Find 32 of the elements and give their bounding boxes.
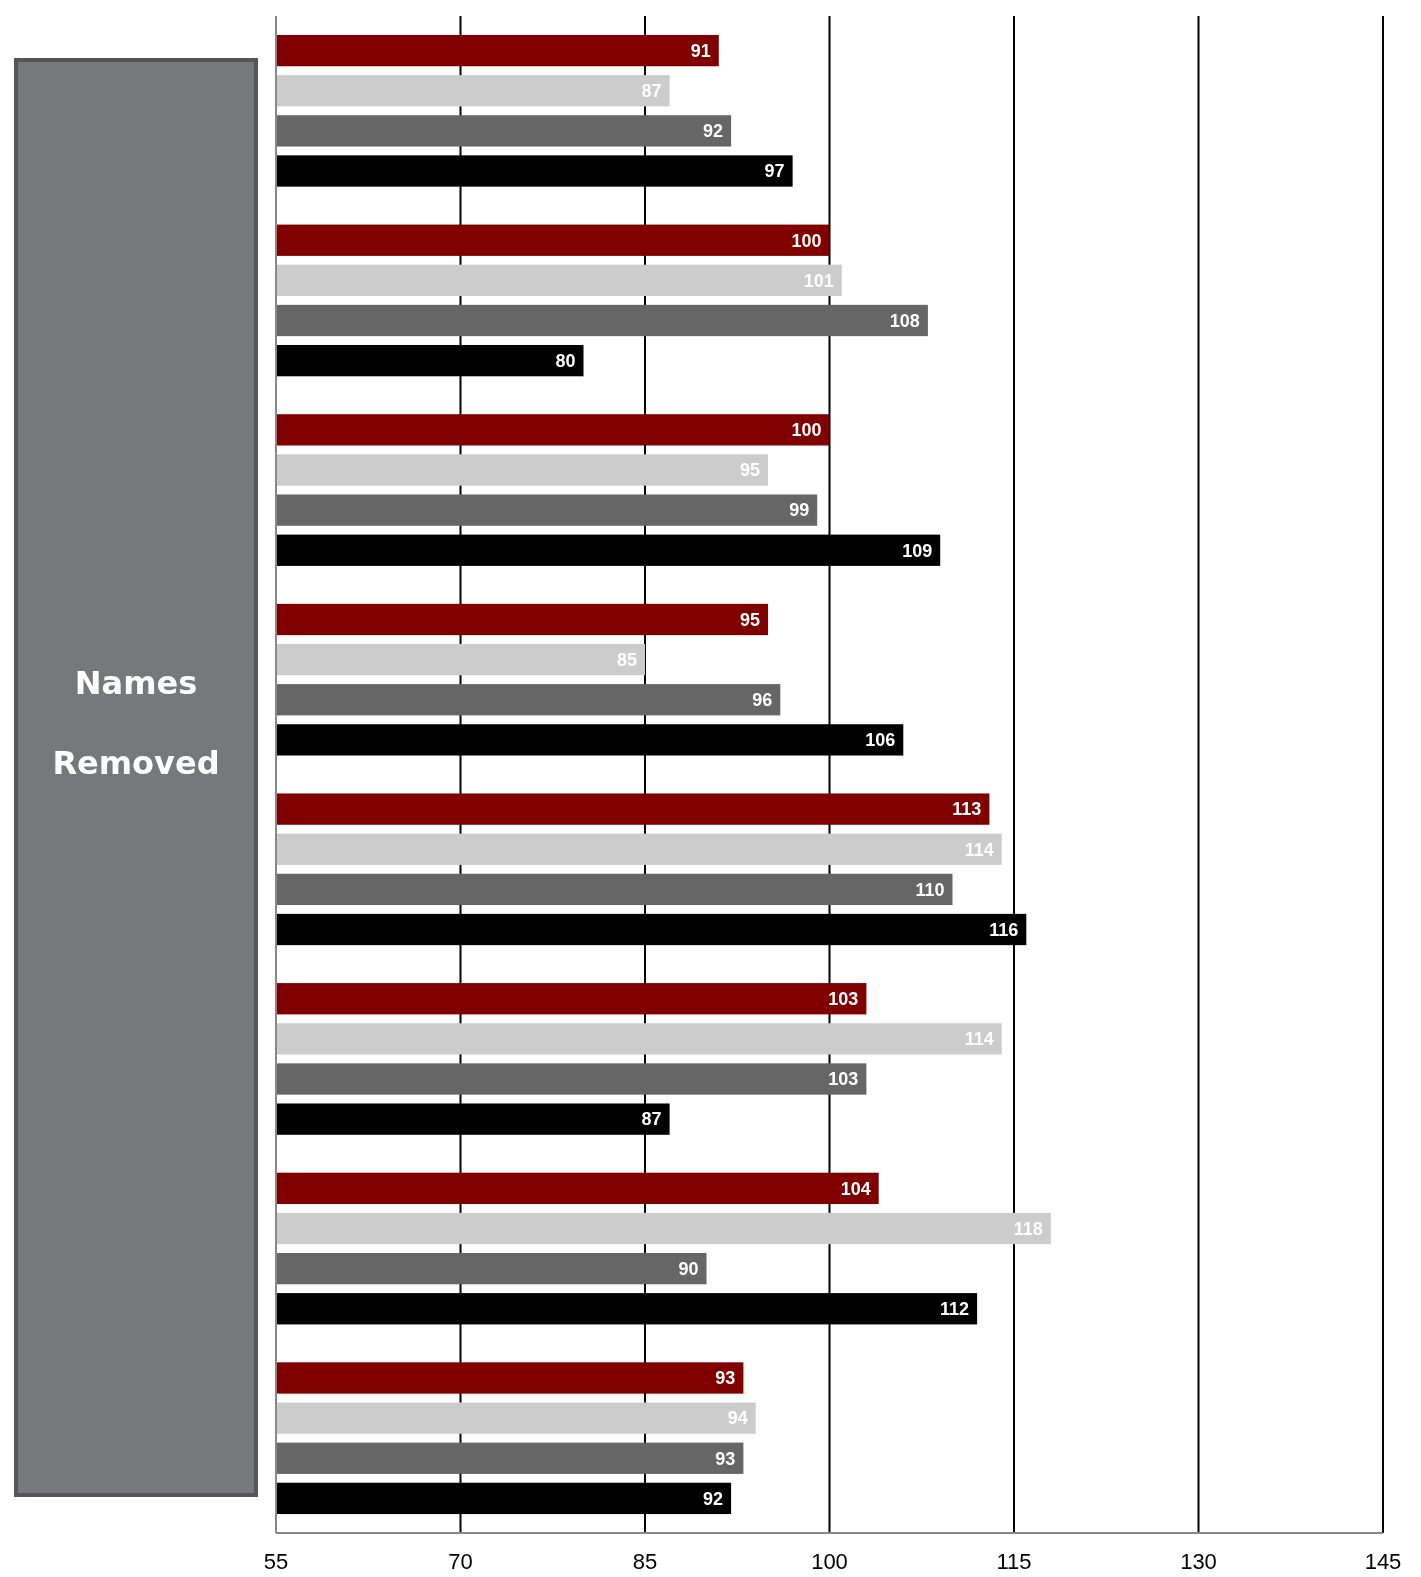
data-label: 103 [828,1069,859,1090]
data-label: 96 [752,690,773,711]
data-label: 104 [840,1178,871,1199]
data-label: 116 [989,919,1019,940]
data-label: 108 [889,310,920,331]
x-tick-label: 130 [1180,1549,1217,1574]
x-tick-label: 115 [996,1549,1032,1574]
data-label: 92 [703,121,724,142]
data-label: 100 [791,230,822,251]
data-label: 80 [555,350,576,371]
x-tick-label: 145 [1364,1549,1402,1574]
data-label: 93 [715,1368,736,1389]
data-label: 87 [641,1109,662,1130]
x-tick-label: 70 [448,1549,473,1574]
data-label: 109 [902,540,933,561]
data-label: 93 [715,1448,736,1469]
data-label: 106 [865,730,896,751]
data-label: 99 [789,500,810,521]
data-label: 110 [915,879,945,900]
data-label: 90 [678,1258,699,1279]
x-tick-label: 85 [632,1549,658,1574]
data-label: 103 [828,989,859,1010]
data-label: 92 [703,1488,724,1509]
data-label: 113 [952,799,982,820]
x-tick-label: 100 [811,1549,848,1574]
data-label: 100 [791,420,822,441]
data-label: 97 [764,161,785,182]
data-label: 112 [940,1299,970,1320]
data-label: 95 [739,609,760,630]
x-tick-label: 55 [263,1549,289,1574]
data-label: 91 [690,40,711,61]
text: Names Removed [52,664,220,782]
